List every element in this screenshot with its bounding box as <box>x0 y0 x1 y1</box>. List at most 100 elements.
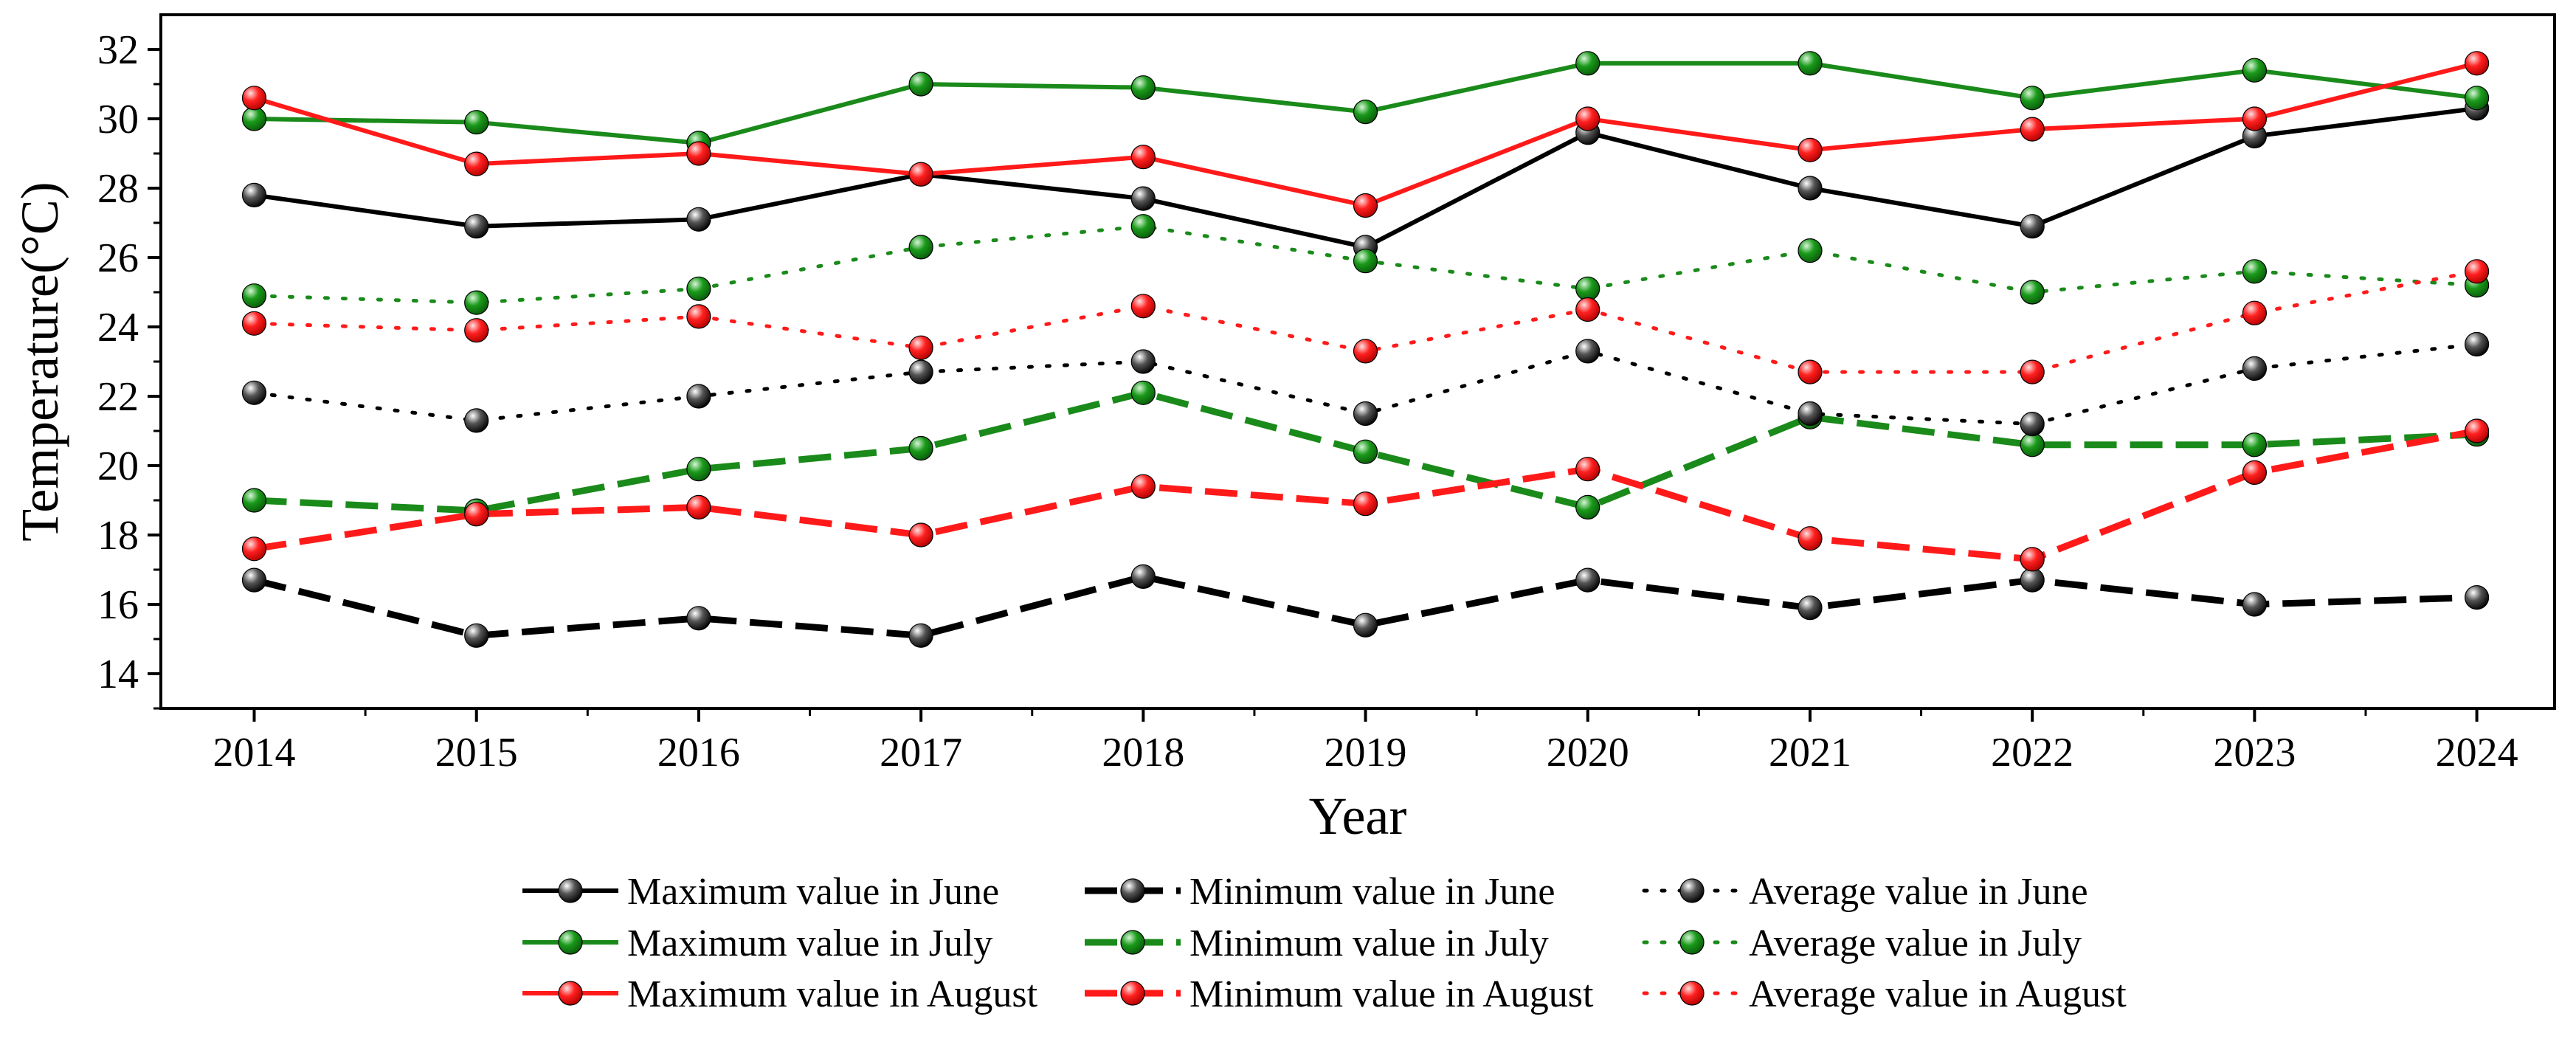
data-point-1-5 <box>1353 100 1378 125</box>
data-point-3-5 <box>1353 612 1378 638</box>
legend-marker-4 <box>1120 930 1145 955</box>
data-point-8-6 <box>1575 297 1600 322</box>
legend-item-2: Maximum value in August <box>522 973 1038 1015</box>
x-tick-label-9: 2023 <box>2213 730 2296 776</box>
x-tick-label-3: 2017 <box>880 730 962 776</box>
data-point-6-4 <box>1130 349 1156 374</box>
series-5 <box>241 418 2490 572</box>
x-tick-label-10: 2024 <box>2436 730 2518 776</box>
data-point-4-9 <box>2242 432 2267 458</box>
data-point-5-4 <box>1130 474 1156 499</box>
data-point-3-4 <box>1130 564 1156 590</box>
data-point-8-4 <box>1130 294 1156 319</box>
data-point-2-1 <box>464 151 489 176</box>
series-line-0 <box>254 106 2477 249</box>
legend-label-8: Average value in August <box>1749 973 2127 1015</box>
data-point-8-10 <box>2465 259 2490 284</box>
data-point-0-4 <box>1130 186 1156 211</box>
legend-marker-3 <box>1120 878 1145 903</box>
data-point-2-7 <box>1798 137 1823 162</box>
legend-label-2: Maximum value in August <box>627 973 1038 1015</box>
data-point-5-7 <box>1798 526 1823 551</box>
data-point-4-2 <box>686 457 711 482</box>
data-point-3-0 <box>241 567 267 593</box>
data-point-8-0 <box>241 311 267 336</box>
x-axis-title: Year <box>1309 787 1407 846</box>
data-point-0-8 <box>2020 214 2045 239</box>
data-point-0-1 <box>464 214 489 239</box>
data-point-1-8 <box>2020 86 2045 111</box>
legend-marker-2 <box>558 981 583 1006</box>
data-point-6-2 <box>686 384 711 409</box>
x-tick-label-4: 2018 <box>1102 730 1184 776</box>
legend-label-7: Average value in July <box>1749 922 2082 964</box>
legend-label-0: Maximum value in June <box>627 871 999 913</box>
data-point-7-4 <box>1130 214 1156 239</box>
series-line-8 <box>252 269 2479 374</box>
data-point-1-7 <box>1798 51 1823 76</box>
data-point-0-0 <box>241 182 267 207</box>
x-tick-label-6: 2020 <box>1547 730 1629 776</box>
data-point-7-0 <box>241 283 267 308</box>
data-point-0-2 <box>686 207 711 232</box>
data-point-5-8 <box>2020 547 2045 572</box>
data-point-8-5 <box>1353 339 1378 364</box>
y-tick-label-1: 16 <box>97 582 139 628</box>
x-tick-label-8: 2022 <box>1991 730 2073 776</box>
data-point-5-3 <box>908 522 933 548</box>
data-point-4-3 <box>908 435 933 461</box>
data-point-6-5 <box>1353 401 1378 427</box>
data-point-1-1 <box>464 110 489 135</box>
data-point-4-6 <box>1575 494 1600 520</box>
data-point-5-10 <box>2465 418 2490 443</box>
data-point-7-7 <box>1798 238 1823 263</box>
data-point-2-9 <box>2242 106 2267 131</box>
data-point-3-10 <box>2465 584 2490 610</box>
data-point-4-0 <box>241 488 267 513</box>
data-point-8-9 <box>2242 300 2267 325</box>
data-point-6-1 <box>464 408 489 433</box>
legend-label-5: Minimum value in August <box>1189 973 1594 1015</box>
data-point-2-0 <box>241 86 267 111</box>
data-point-5-9 <box>2242 460 2267 486</box>
data-point-1-3 <box>908 72 933 97</box>
data-point-4-8 <box>2020 432 2045 458</box>
data-point-1-0 <box>241 106 267 131</box>
data-point-2-2 <box>686 141 711 166</box>
x-tick-label-1: 2015 <box>435 730 518 776</box>
series-8 <box>241 259 2490 384</box>
data-point-3-6 <box>1575 567 1600 593</box>
legend-marker-5 <box>1120 981 1145 1006</box>
y-axis-title: Temperature(°C) <box>10 182 69 542</box>
legend-marker-0 <box>558 878 583 903</box>
data-point-2-6 <box>1575 106 1600 131</box>
data-point-6-0 <box>241 380 267 405</box>
x-tick-label-7: 2021 <box>1769 730 1851 776</box>
data-point-1-9 <box>2242 58 2267 83</box>
plot-area <box>241 51 2490 648</box>
series-line-3 <box>253 573 2477 639</box>
data-point-7-1 <box>464 290 489 315</box>
data-point-3-7 <box>1798 596 1823 621</box>
legend-marker-8 <box>1679 981 1705 1006</box>
y-tick-label-0: 14 <box>97 652 139 697</box>
data-point-3-8 <box>2020 567 2045 593</box>
legend-item-0: Maximum value in June <box>522 871 999 913</box>
data-point-3-3 <box>908 623 933 648</box>
legend-marker-1 <box>558 930 583 955</box>
y-tick-label-4: 22 <box>97 374 139 420</box>
data-point-5-0 <box>241 536 267 562</box>
data-point-8-7 <box>1798 359 1823 384</box>
legend-item-8: Average value in August <box>1642 973 2127 1015</box>
data-point-6-9 <box>2242 356 2267 381</box>
data-point-6-7 <box>1798 401 1823 427</box>
data-point-0-7 <box>1798 176 1823 201</box>
data-point-7-9 <box>2242 259 2267 284</box>
legend-item-1: Maximum value in July <box>522 922 992 964</box>
y-tick-label-9: 32 <box>97 27 139 73</box>
data-point-2-4 <box>1130 145 1156 170</box>
legend-item-7: Average value in July <box>1642 922 2082 964</box>
data-point-6-8 <box>2020 411 2045 437</box>
data-point-5-1 <box>464 502 489 527</box>
